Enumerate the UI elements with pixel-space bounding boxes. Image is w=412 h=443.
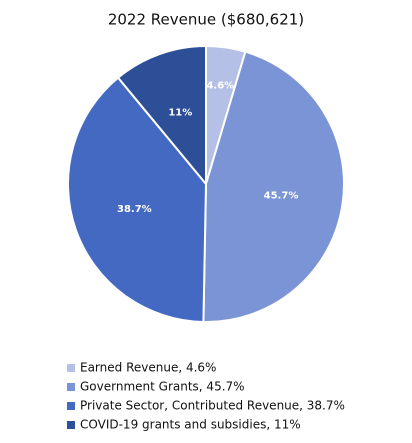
chart-title: 2022 Revenue ($680,621) — [108, 11, 304, 29]
legend-swatch — [67, 383, 75, 391]
legend-label: Earned Revenue, 4.6% — [80, 361, 216, 375]
pie-slice — [67, 76, 208, 323]
pie-slice — [202, 50, 345, 323]
legend-swatch — [67, 364, 75, 372]
legend-swatch — [67, 402, 75, 410]
value-label: 11% — [168, 108, 192, 119]
value-label: 38.7% — [117, 204, 152, 215]
legend-label: Private Sector, Contributed Revenue, 38.… — [80, 399, 345, 413]
legend-label: COVID-19 grants and subsidies, 11% — [80, 418, 301, 432]
pie-slice — [116, 44, 207, 187]
legend-label: Government Grants, 45.7% — [80, 380, 245, 394]
legend-swatch — [67, 421, 75, 429]
value-label: 4.6% — [206, 81, 234, 92]
value-label: 45.7% — [264, 191, 299, 202]
